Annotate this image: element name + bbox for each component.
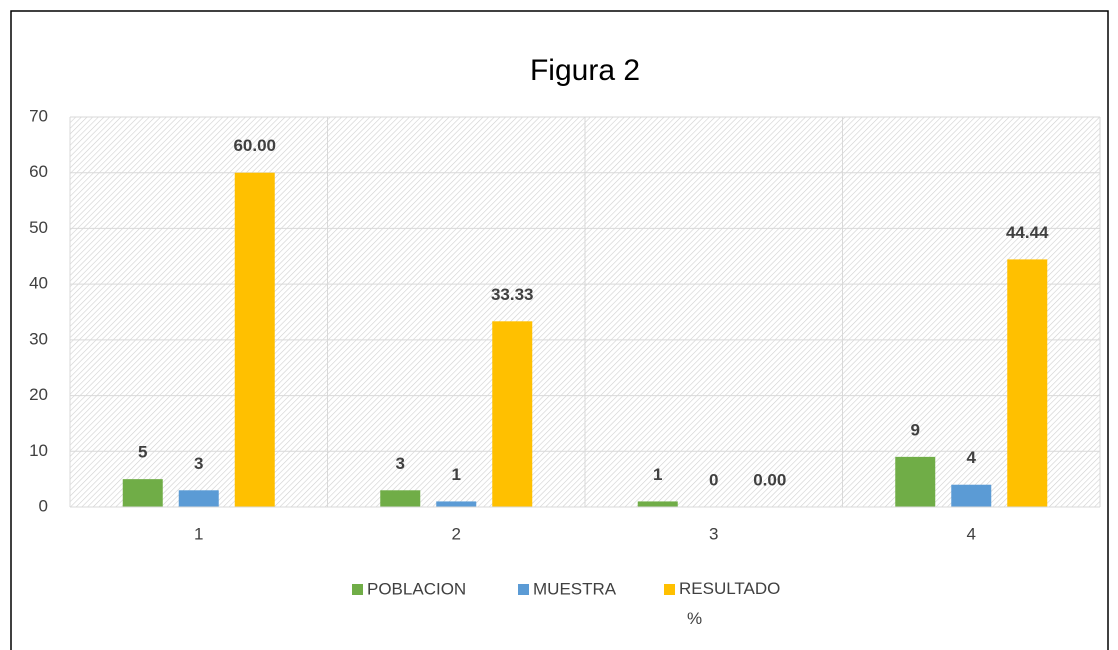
y-tick-label: 70	[29, 106, 48, 125]
data-label: 0	[709, 470, 718, 489]
bar	[380, 490, 421, 507]
x-tick-label: 2	[452, 524, 461, 543]
data-label: 0.00	[753, 470, 786, 489]
legend-label: MUESTRA	[533, 579, 617, 598]
x-tick-label: 1	[194, 524, 203, 543]
legend-label: POBLACION	[367, 579, 466, 598]
bar	[122, 479, 163, 507]
legend-label: RESULTADO%	[679, 579, 780, 628]
y-tick-label: 0	[39, 496, 48, 515]
bar	[492, 321, 533, 507]
bar	[234, 172, 275, 507]
x-tick-label: 4	[967, 524, 976, 543]
data-label: 3	[194, 454, 203, 473]
data-label: 44.44	[1006, 223, 1049, 242]
bar	[895, 456, 936, 507]
data-label: 33.33	[491, 285, 534, 304]
data-label: 4	[967, 448, 977, 467]
y-tick-label: 20	[29, 385, 48, 404]
data-label: 9	[911, 420, 920, 439]
legend-swatch	[664, 584, 675, 595]
y-tick-label: 40	[29, 274, 48, 293]
y-tick-label: 30	[29, 329, 48, 348]
y-tick-label: 10	[29, 441, 48, 460]
data-label: 60.00	[233, 136, 276, 155]
data-label: 5	[138, 443, 147, 462]
data-label: 1	[653, 465, 662, 484]
legend-swatch	[352, 584, 363, 595]
data-label: 3	[396, 454, 405, 473]
x-tick-label: 3	[709, 524, 718, 543]
legend-swatch	[518, 584, 529, 595]
bar	[178, 490, 219, 507]
bar	[951, 484, 992, 507]
bar	[1007, 259, 1048, 507]
chart-title: Figura 2	[530, 54, 640, 87]
bar	[637, 501, 678, 507]
y-tick-label: 50	[29, 218, 48, 237]
y-tick-label: 60	[29, 162, 48, 181]
bar	[436, 501, 477, 507]
data-label: 1	[452, 465, 461, 484]
